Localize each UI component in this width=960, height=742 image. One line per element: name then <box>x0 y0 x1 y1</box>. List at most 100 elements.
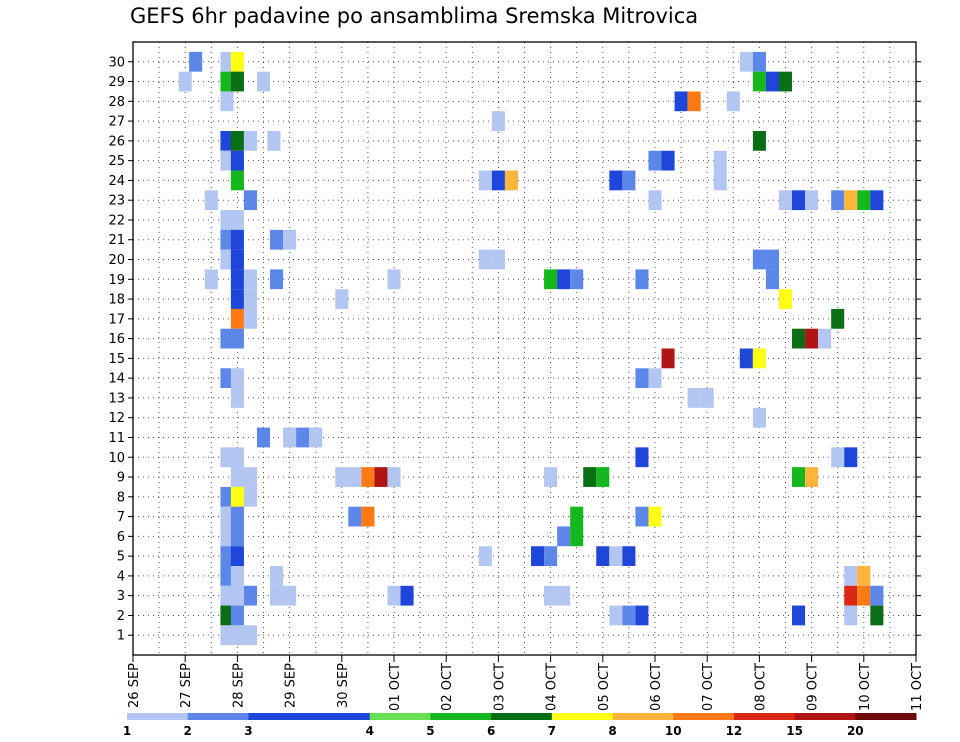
heat-cell <box>544 546 558 567</box>
heat-cell <box>596 467 610 487</box>
heat-cell <box>230 467 244 487</box>
heat-cell <box>635 447 649 468</box>
heat-cell <box>504 170 518 191</box>
heat-cell <box>309 427 323 448</box>
heat-cell <box>230 150 244 171</box>
heat-cell <box>478 546 492 567</box>
heat-cell <box>478 249 492 270</box>
heat-cell <box>609 170 623 191</box>
heat-cell <box>256 427 271 448</box>
y-tick-label: 4 <box>117 569 125 584</box>
heat-cell <box>622 605 636 626</box>
y-tick-label: 29 <box>108 75 125 90</box>
y-tick-label: 7 <box>117 510 125 525</box>
heat-cell <box>230 566 244 586</box>
heat-cell <box>805 190 819 211</box>
y-tick-label: 21 <box>108 233 125 248</box>
heat-cell <box>204 190 218 211</box>
heat-cell <box>870 605 884 626</box>
heat-cell <box>387 585 401 606</box>
heat-cell <box>230 605 244 626</box>
heat-cell <box>267 130 281 151</box>
heat-cell <box>778 190 793 211</box>
y-tick-label: 20 <box>108 253 125 268</box>
y-tick-label: 1 <box>117 629 125 644</box>
heat-cell <box>544 467 558 487</box>
heat-cell <box>491 170 505 191</box>
heat-cell <box>661 150 675 171</box>
heat-cell <box>220 71 234 92</box>
heat-cell <box>220 585 234 606</box>
heat-cell <box>765 269 779 290</box>
heat-cell <box>220 625 234 646</box>
heat-cell <box>400 585 414 606</box>
y-tick-label: 9 <box>117 471 125 486</box>
colorbar-label: 20 <box>847 724 864 738</box>
heat-cell <box>220 328 234 349</box>
colorbar-label: 8 <box>608 724 616 738</box>
colorbar-segment <box>673 713 735 720</box>
x-tick-label: 08 OCT <box>753 663 768 711</box>
y-tick-label: 23 <box>108 194 125 209</box>
y-tick-label: 15 <box>108 352 125 367</box>
heat-cell <box>778 71 793 92</box>
chart-title: GEFS 6hr padavine po ansamblima Sremska … <box>130 4 699 28</box>
heat-cell <box>765 71 779 92</box>
heat-cell <box>596 546 610 567</box>
y-tick-label: 24 <box>108 174 125 189</box>
heat-cell <box>870 585 884 606</box>
heat-cell <box>557 269 571 290</box>
heat-cell <box>739 51 753 72</box>
heat-cell <box>270 229 284 250</box>
heat-cell <box>387 467 401 487</box>
heat-cell <box>220 150 234 171</box>
heat-cell <box>283 229 297 250</box>
heat-cell <box>220 526 234 547</box>
heat-cell <box>230 130 244 151</box>
colorbar-label: 6 <box>487 724 495 738</box>
heat-cell <box>256 71 271 92</box>
heat-cell <box>243 625 257 646</box>
heat-cell <box>230 229 244 250</box>
colorbar-segment <box>127 713 189 720</box>
heat-cell <box>230 328 244 349</box>
heat-cell <box>687 388 701 408</box>
colorbar-segment <box>248 713 310 720</box>
heat-cell <box>752 71 766 92</box>
heat-cell <box>220 229 234 250</box>
y-tick-label: 17 <box>108 312 125 327</box>
heat-cell <box>220 546 234 567</box>
heat-cell <box>335 467 349 487</box>
colorbar-label: 15 <box>786 724 803 738</box>
heat-cell <box>792 605 806 626</box>
x-tick-label: 29 SEP <box>284 663 299 708</box>
y-tick-label: 22 <box>108 213 125 228</box>
heat-cell <box>622 546 636 567</box>
heat-cell <box>648 190 662 211</box>
heat-cell <box>792 328 806 349</box>
heat-cell <box>230 546 244 567</box>
colorbar-label: 12 <box>726 724 743 738</box>
heat-cell <box>283 585 297 606</box>
heat-cell <box>348 506 362 527</box>
heat-cell <box>713 150 727 171</box>
y-tick-label: 10 <box>108 451 125 466</box>
heat-cell <box>243 308 257 329</box>
heat-cell <box>220 605 234 626</box>
heat-cell <box>230 289 244 309</box>
heat-cell <box>230 308 244 329</box>
heat-cell <box>857 566 871 586</box>
y-tick-label: 16 <box>108 332 125 347</box>
heat-cell <box>831 190 845 211</box>
heat-cell <box>818 328 832 349</box>
x-tick-label: 04 OCT <box>545 663 560 711</box>
x-tick-label: 01 OCT <box>388 663 403 711</box>
heat-cell <box>857 190 871 211</box>
heat-cell <box>243 585 257 606</box>
heat-cell <box>635 605 649 626</box>
y-tick-label: 3 <box>117 589 125 604</box>
heat-cell <box>230 585 244 606</box>
heat-cell <box>220 486 234 507</box>
x-tick-label: 07 OCT <box>701 663 716 711</box>
